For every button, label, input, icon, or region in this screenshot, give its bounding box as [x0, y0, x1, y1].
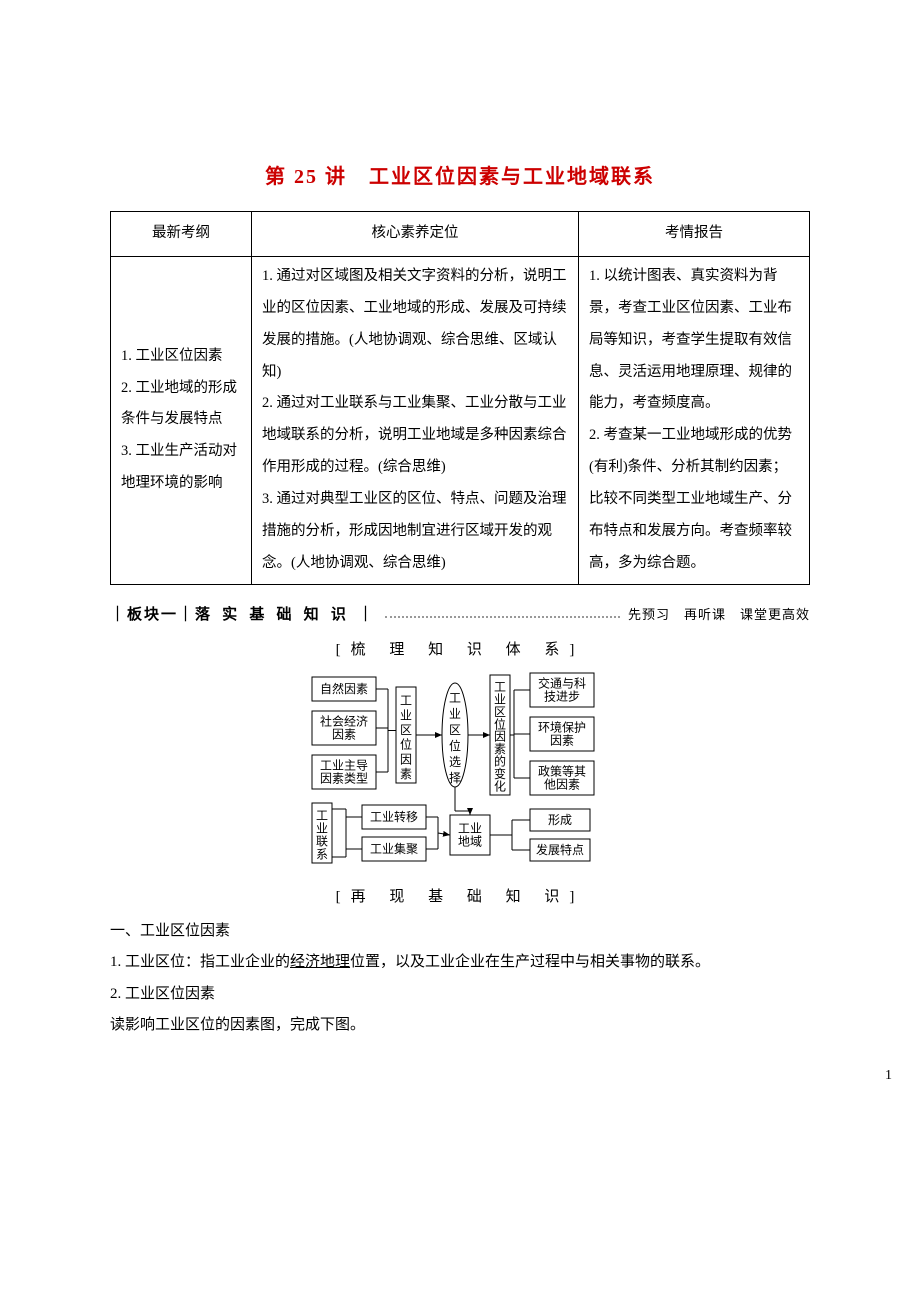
svg-text:形成: 形成	[548, 813, 572, 827]
svg-text:业: 业	[400, 708, 412, 722]
svg-text:素: 素	[400, 767, 412, 781]
svg-text:系: 系	[316, 847, 328, 861]
svg-text:区: 区	[400, 723, 412, 737]
svg-text:因: 因	[400, 752, 412, 766]
svg-text:地域: 地域	[458, 834, 482, 848]
svg-text:联: 联	[316, 834, 328, 848]
svg-text:工业集聚: 工业集聚	[370, 841, 418, 856]
th-syllabus: 最新考纲	[111, 212, 252, 257]
th-literacy: 核心素养定位	[252, 212, 579, 257]
paragraph-1: 1. 工业区位：指工业企业的经济地理位置，以及工业企业在生产过程中与相关事物的联…	[110, 947, 810, 979]
svg-text:区: 区	[449, 723, 461, 737]
svg-text:工: 工	[449, 691, 461, 705]
underlined-term: 经济地理	[290, 954, 350, 970]
paragraph-2: 2. 工业区位因素	[110, 979, 810, 1011]
syllabus-table: 最新考纲 核心素养定位 考情报告 1. 工业区位因素 2. 工业地域的形成条件与…	[110, 211, 810, 585]
svg-text:工: 工	[316, 808, 328, 822]
svg-text:位: 位	[449, 738, 461, 753]
svg-text:选: 选	[449, 755, 461, 769]
svg-text:工业转移: 工业转移	[370, 809, 418, 824]
subsection-label-1: [梳 理 知 识 体 系]	[110, 638, 810, 659]
svg-text:因素类型: 因素类型	[320, 771, 368, 785]
page-number: 1	[885, 1068, 892, 1084]
paragraph-3: 读影响工业区位的因素图，完成下图。	[110, 1010, 810, 1042]
svg-text:交通与科: 交通与科	[538, 675, 586, 690]
svg-text:工业主导: 工业主导	[320, 758, 368, 772]
td-syllabus: 1. 工业区位因素 2. 工业地域的形成条件与发展特点 3. 工业生产活动对地理…	[111, 256, 252, 584]
table-body-row: 1. 工业区位因素 2. 工业地域的形成条件与发展特点 3. 工业生产活动对地理…	[111, 256, 810, 584]
section-label-title: 落 实 基 础 知 识 ｜	[195, 603, 377, 624]
svg-text:业: 业	[449, 707, 461, 721]
svg-text:他因素: 他因素	[544, 777, 580, 791]
svg-text:环境保护: 环境保护	[538, 719, 586, 734]
subsection-label-2: [再 现 基 础 知 识]	[110, 885, 810, 906]
heading-1: 一、工业区位因素	[110, 916, 810, 948]
svg-text:自然因素: 自然因素	[320, 681, 368, 696]
th-exam: 考情报告	[579, 212, 810, 257]
knowledge-diagram: 自然因素社会经济因素工业主导因素类型工业区位因素工业区位选择工业区位因素的变化交…	[110, 669, 810, 871]
page-title: 第 25 讲 工业区位因素与工业地域联系	[110, 160, 810, 189]
svg-text:择: 择	[449, 771, 461, 785]
svg-text:工: 工	[400, 694, 412, 708]
table-header-row: 最新考纲 核心素养定位 考情报告	[111, 212, 810, 257]
svg-text:政策等其: 政策等其	[538, 764, 586, 778]
td-literacy: 1. 通过对区域图及相关文字资料的分析，说明工业的区位因素、工业地域的形成、发展…	[252, 256, 579, 584]
svg-text:技进步: 技进步	[544, 689, 580, 703]
section-bar: ｜板块一｜ 落 实 基 础 知 识 ｜ 先预习 再听课 课堂更高效	[110, 603, 810, 624]
td-exam: 1. 以统计图表、真实资料为背景，考查工业区位因素、工业布局等知识，考查学生提取…	[579, 256, 810, 584]
svg-text:化: 化	[494, 779, 506, 793]
svg-text:因素: 因素	[332, 727, 356, 741]
section-label-block: ｜板块一｜	[110, 603, 195, 624]
body-text: 一、工业区位因素 1. 工业区位：指工业企业的经济地理位置，以及工业企业在生产过…	[110, 916, 810, 1042]
svg-text:发展特点: 发展特点	[536, 842, 584, 857]
svg-text:位: 位	[400, 737, 412, 752]
section-hint: 先预习 再听课 课堂更高效	[628, 604, 810, 623]
svg-text:因素: 因素	[550, 733, 574, 747]
svg-text:社会经济: 社会经济	[320, 713, 368, 728]
svg-text:业: 业	[316, 821, 328, 835]
svg-text:工业: 工业	[458, 821, 482, 835]
dotted-divider	[385, 608, 620, 618]
